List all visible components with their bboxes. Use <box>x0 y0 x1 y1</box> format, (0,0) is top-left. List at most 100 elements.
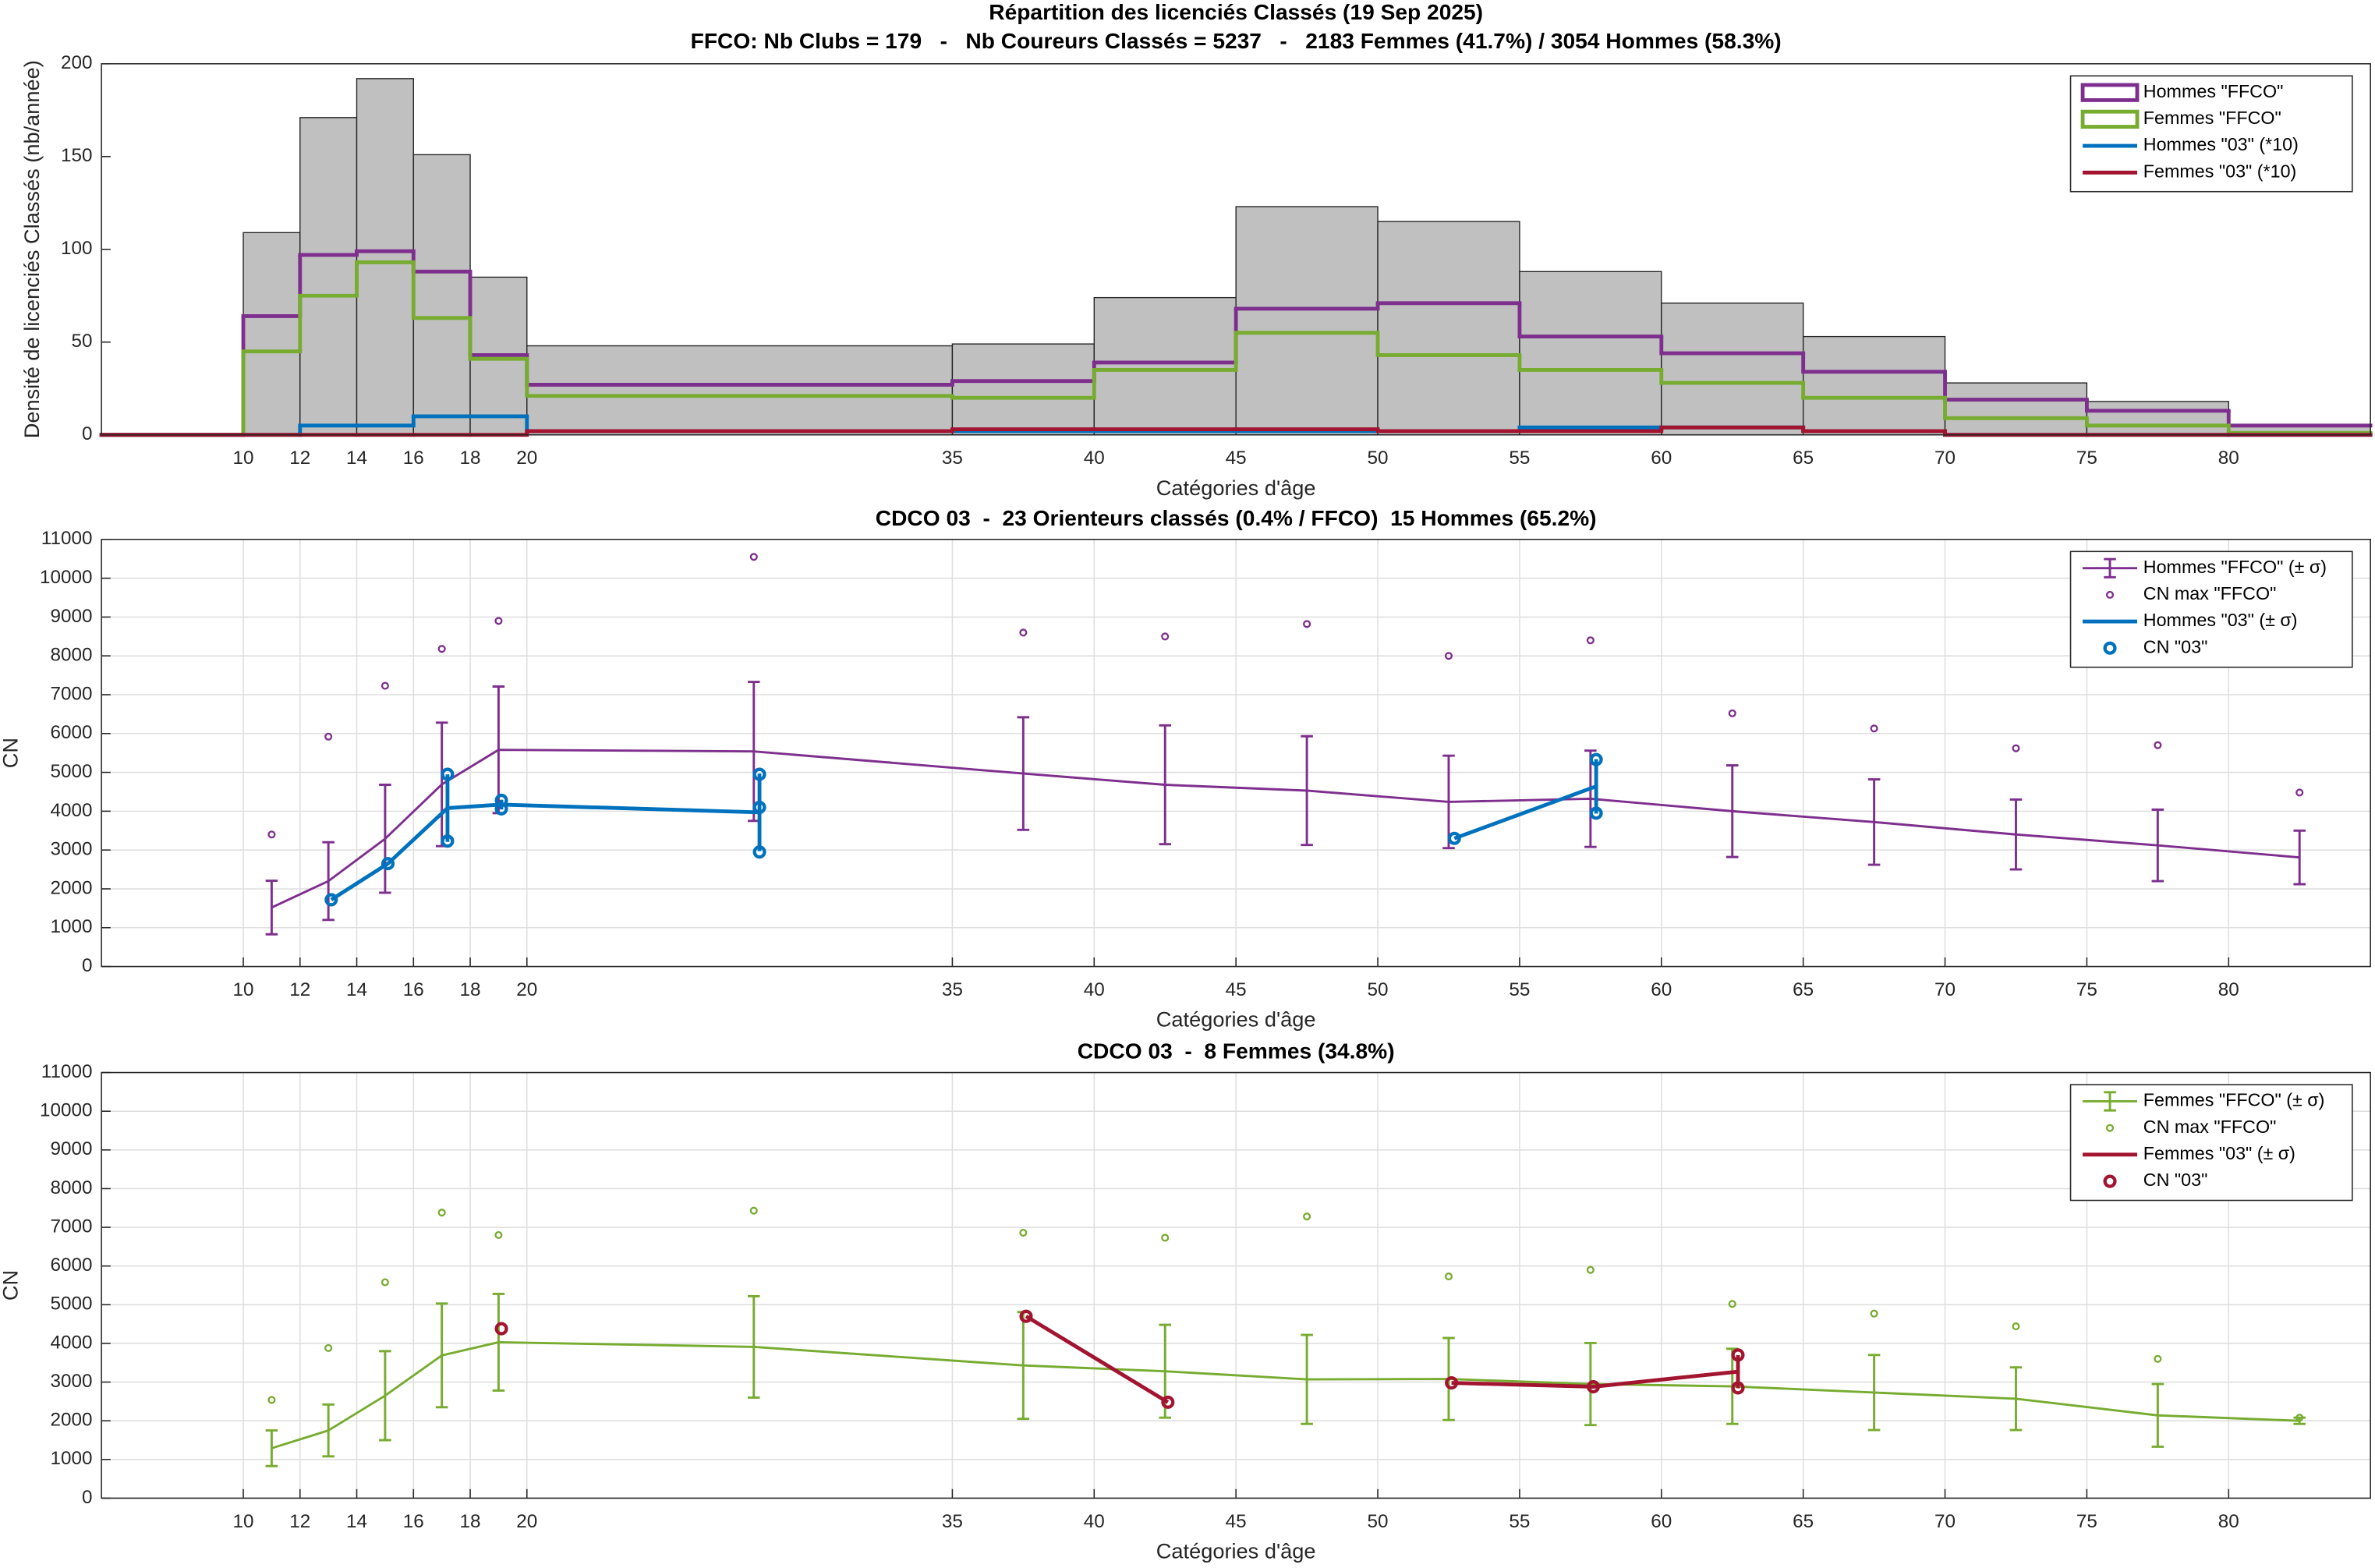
histogram-bar <box>1235 206 1379 436</box>
subplot: CDCO 03 - 23 Orienteurs classés (0.4% / … <box>0 506 2371 1032</box>
x-tick-label: 10 <box>233 979 254 1000</box>
x-tick-label: 75 <box>2076 1511 2097 1532</box>
x-tick-label: 45 <box>1226 1511 1247 1532</box>
y-tick-label: 4000 <box>51 800 93 821</box>
x-tick-label: 60 <box>1651 1511 1672 1532</box>
x-tick-label: 45 <box>1226 979 1247 1000</box>
cn-max-marker <box>1303 1212 1311 1221</box>
histogram-bar <box>412 154 471 436</box>
cn-marker <box>441 834 455 848</box>
histogram-bar <box>2086 401 2229 436</box>
x-tick-label: 45 <box>1226 448 1247 469</box>
y-tick-label: 7000 <box>51 1216 93 1237</box>
legend-box <box>2069 1084 2353 1202</box>
x-tick-label: 16 <box>403 448 424 469</box>
error-bar <box>322 1403 334 1458</box>
x-tick-label: 65 <box>1793 1511 1814 1532</box>
legend-box <box>2069 550 2353 668</box>
cn-max-marker <box>2295 1414 2304 1422</box>
y-tick-label: 3000 <box>51 839 93 860</box>
x-tick-label: 35 <box>942 448 963 469</box>
cn-max-marker <box>437 645 446 653</box>
y-tick-label: 11000 <box>41 528 93 549</box>
chart-title: CDCO 03 - 23 Orienteurs classés (0.4% / … <box>876 506 1597 530</box>
cn-marker <box>1445 1376 1459 1390</box>
cn-max-marker <box>1586 636 1595 645</box>
y-tick-label: 6000 <box>51 1255 93 1276</box>
y-tick-label: 7000 <box>51 683 93 704</box>
x-tick-label: 18 <box>460 448 481 469</box>
y-tick-label: 2000 <box>51 1410 93 1431</box>
subplot: Répartition des licenciés Classés (19 Se… <box>19 0 2373 500</box>
error-bar <box>379 784 391 894</box>
y-tick-label: 100 <box>61 238 93 259</box>
y-tick-label: 150 <box>61 145 93 166</box>
cn-max-marker <box>324 732 333 741</box>
cn-max-marker <box>380 681 389 690</box>
x-tick-label: 35 <box>942 1511 963 1532</box>
cn-marker <box>752 767 766 781</box>
legend-label: Femmes "FFCO" (± σ) <box>2143 1090 2325 1110</box>
cn-max-marker <box>1870 1309 1878 1318</box>
cn-max-marker <box>2154 1354 2162 1363</box>
legend-swatch-errorbar <box>2104 1091 2116 1112</box>
cn-max-marker <box>749 1206 758 1215</box>
y-tick-label: 10000 <box>40 567 92 588</box>
cn-marker <box>494 1322 508 1336</box>
y-tick-label: 5000 <box>51 1294 93 1315</box>
y-tick-label: 10000 <box>40 1100 92 1121</box>
y-tick-label: 3000 <box>51 1371 93 1392</box>
x-tick-label: 20 <box>516 979 537 1000</box>
y-axis-label: Densité de licenciés Classés (nb/année) <box>19 60 44 438</box>
cn-max-marker <box>1161 1234 1170 1242</box>
x-tick-label: 14 <box>346 1511 367 1532</box>
histogram-bar <box>951 343 1095 436</box>
legend-label: Femmes "FFCO" <box>2143 108 2281 128</box>
axes-box <box>101 63 2371 436</box>
histogram-bar <box>1944 382 2088 436</box>
y-tick-label: 9000 <box>51 1138 93 1159</box>
x-tick-label: 50 <box>1368 448 1389 469</box>
error-bar <box>2009 798 2023 871</box>
x-tick-label: 10 <box>233 1511 254 1532</box>
histogram-bar <box>1519 271 1662 436</box>
x-tick-label: 12 <box>289 448 310 469</box>
x-axis-label: Catégories d'âge <box>1156 1007 1316 1032</box>
cn-marker <box>380 857 395 871</box>
x-tick-label: 35 <box>942 979 963 1000</box>
legend-label: Hommes "03" (± σ) <box>2143 610 2298 630</box>
x-tick-label: 55 <box>1509 979 1530 1000</box>
y-axis-label: CN <box>0 1270 23 1301</box>
error-bar <box>1442 754 1455 850</box>
y-axis-label: CN <box>0 738 23 768</box>
error-bar <box>2151 1382 2164 1448</box>
cn-max-marker <box>2012 1322 2020 1331</box>
error-bar <box>1301 1333 1313 1425</box>
cn-marker <box>1586 1379 1601 1394</box>
x-tick-label: 16 <box>403 1511 424 1532</box>
y-tick-label: 9000 <box>51 606 93 627</box>
x-tick-label: 20 <box>516 448 537 469</box>
cn-max-marker <box>1303 620 1311 628</box>
x-tick-label: 50 <box>1368 1511 1389 1532</box>
x-tick-label: 65 <box>1793 448 1814 469</box>
error-bar <box>1867 1354 1881 1432</box>
cn-marker <box>1019 1309 1033 1323</box>
y-tick-label: 0 <box>82 955 93 976</box>
x-tick-label: 80 <box>2218 979 2239 1000</box>
y-tick-label: 5000 <box>51 761 93 782</box>
error-bar <box>379 1350 391 1442</box>
cn-marker <box>494 802 508 816</box>
subplot: CDCO 03 - 8 Femmes (34.8%) Catégories d'â… <box>0 1039 2371 1563</box>
chart-title: Répartition des licenciés Classés (19 Se… <box>989 0 1483 24</box>
cn-marker <box>1447 831 1461 845</box>
x-tick-label: 14 <box>346 979 367 1000</box>
histogram-bar <box>526 345 954 436</box>
x-tick-label: 60 <box>1651 448 1672 469</box>
legend-label: CN max "FFCO" <box>2143 1117 2277 1137</box>
error-bar <box>435 1302 448 1409</box>
y-tick-label: 0 <box>82 423 93 444</box>
legend-label: Hommes "FFCO" (± σ) <box>2143 557 2327 577</box>
x-tick-label: 40 <box>1084 979 1105 1000</box>
